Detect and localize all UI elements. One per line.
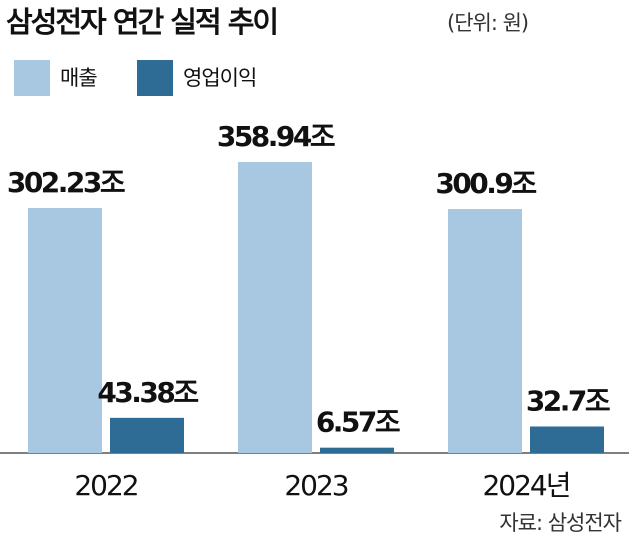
legend-label: 매출 bbox=[60, 66, 97, 90]
source: 자료: 삼성전자 bbox=[499, 511, 621, 535]
bar bbox=[448, 209, 522, 453]
bar bbox=[28, 207, 102, 453]
bar bbox=[238, 162, 312, 453]
value-label: 43.38조 bbox=[97, 376, 198, 409]
value-label: 300.9조 bbox=[435, 167, 536, 200]
x-tick-label: 2022 bbox=[74, 469, 137, 502]
x-tick-label: 2023 bbox=[284, 469, 347, 502]
chart-subtitle: (단위: 원) bbox=[447, 11, 528, 35]
value-label: 302.23조 bbox=[7, 166, 125, 199]
legend-label: 영업이익 bbox=[183, 66, 256, 90]
legend-swatch bbox=[137, 60, 173, 96]
value-label: 32.7조 bbox=[526, 384, 610, 417]
bar bbox=[110, 417, 184, 453]
legend-swatch bbox=[14, 60, 50, 96]
value-label: 358.94조 bbox=[217, 120, 335, 153]
bar bbox=[530, 426, 604, 453]
x-tick-label: 2024년 bbox=[482, 469, 569, 502]
bar bbox=[320, 447, 394, 453]
value-label: 6.57조 bbox=[316, 406, 400, 439]
chart-title: 삼성전자 연간 실적 추이 bbox=[6, 5, 277, 39]
